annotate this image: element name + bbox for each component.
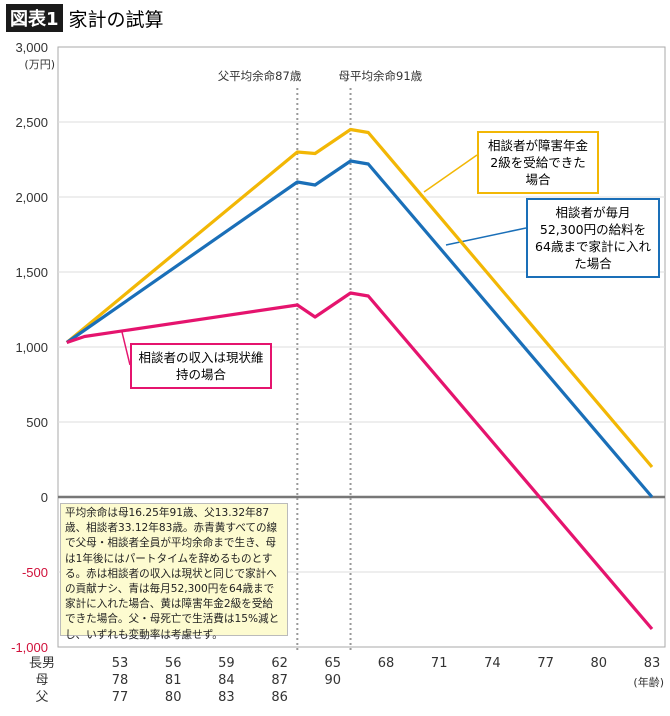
callout-connector-red [121,331,131,366]
x-tick-label: 53 [112,656,129,671]
series-line-red [66,291,654,631]
y-tick-label: -500 [22,565,48,580]
x-tick-label: 86 [271,690,288,705]
callout-connector-yellow [423,154,478,193]
reference-line-label: 父平均余命87歳 [218,69,302,83]
x-axis-unit: (年齢) [633,675,664,689]
figure-badge: 図表1 [6,4,63,32]
y-tick-label: 1,500 [15,265,48,280]
x-tick-label: 74 [484,656,501,671]
x-tick-label: 83 [218,690,235,705]
x-tick-label: 83 [644,656,661,671]
y-tick-label: 2,000 [15,190,48,205]
callout-red: 相談者の収入は現状維持の場合 [130,343,272,389]
reference-line-label: 母平均余命91歳 [339,69,423,83]
chart-note: 平均余命は母16.25年91歳、父13.32年87歳、相談者33.12年83歳。… [60,503,288,641]
x-tick-label: 68 [378,656,395,671]
x-tick-label: 71 [431,656,448,671]
y-tick-label: 1,000 [15,340,48,355]
x-tick-label: 65 [325,656,342,671]
figure-title-text: 家計の試算 [68,8,164,31]
x-tick-label: 84 [218,673,235,688]
x-tick-label: 80 [591,656,608,671]
x-tick-label: 80 [165,690,182,705]
callout-blue: 相談者が毎月52,300円の給料を64歳まで家計に入れた場合 [526,198,660,278]
x-tick-label: 77 [537,656,554,671]
y-tick-label: 500 [26,415,48,430]
x-tick-label: 90 [325,673,342,688]
figure-title: 図表1 家計の試算 [6,4,164,32]
series-line-yellow [65,127,654,469]
callout-yellow: 相談者が障害年金2級を受給できた場合 [477,131,599,194]
y-axis-unit: (万円) [24,58,55,71]
y-tick-label: 3,000 [15,40,48,55]
x-tick-label: 81 [165,673,182,688]
x-tick-label: 62 [271,656,288,671]
age-row-label: 母 [35,673,48,688]
x-tick-label: 56 [165,656,182,671]
age-row-label: 父 [35,690,48,705]
series-line-blue [65,159,654,499]
x-tick-label: 87 [271,673,288,688]
y-tick-label: 2,500 [15,115,48,130]
x-tick-label: 77 [112,690,129,705]
y-tick-label: 0 [41,490,48,505]
x-tick-label: 59 [218,656,235,671]
age-row-label: 長男 [29,656,55,671]
y-tick-label: -1,000 [11,640,48,655]
x-tick-label: 78 [112,673,129,688]
